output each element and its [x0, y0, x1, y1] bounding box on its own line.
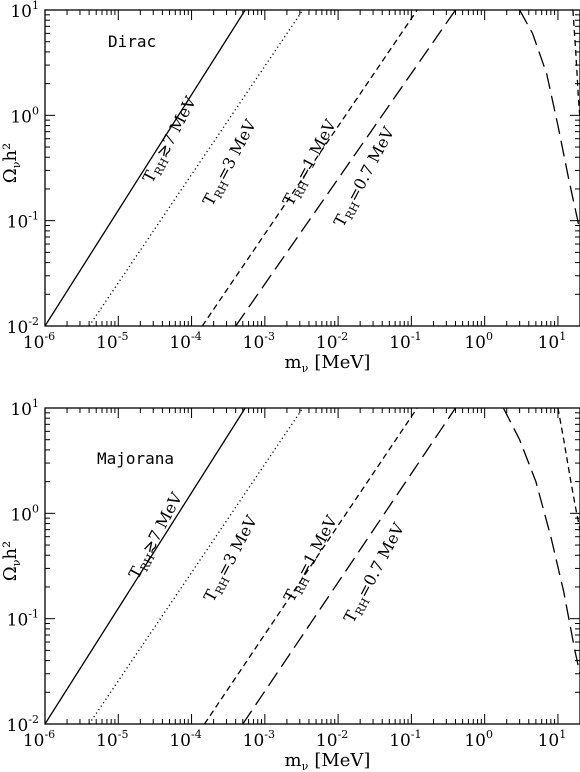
panel-label: Dirac [108, 32, 156, 51]
x-axis-title: mν [MeV] [285, 750, 371, 772]
branch-series-line-dashed [572, 10, 580, 121]
y-tick-label: 101 [10, 397, 39, 420]
y-axis-title: Ωνh² [0, 541, 23, 581]
branch-series-line-dashed [557, 408, 580, 530]
y-axis-title: Ωνh² [0, 143, 23, 183]
panel-label: Majorana [97, 449, 174, 468]
series-line-dotted [88, 408, 304, 724]
series-line-solid [45, 408, 246, 724]
x-tick-label: 101 [538, 728, 567, 751]
x-tick-label: 10-5 [96, 728, 128, 751]
x-tick-label: 10-4 [169, 728, 201, 751]
y-tick-label: 10-1 [7, 608, 39, 631]
series-label: TRH≳7 MeV [125, 489, 189, 583]
x-tick-label: 101 [538, 330, 567, 353]
series-line-dashed [201, 10, 418, 326]
x-axis-title: mν [MeV] [285, 352, 371, 375]
x-tick-label: 10-1 [389, 728, 421, 751]
y-tick-label: 10-2 [7, 713, 39, 736]
series-label: TRH=0.7 MeV [330, 124, 401, 232]
series-label: TRH=0.7 MeV [340, 520, 411, 628]
x-tick-label: 10-3 [243, 330, 275, 353]
series-line-dashed [203, 408, 418, 724]
curves [45, 10, 580, 326]
plot-frame [44, 407, 580, 725]
chart-panel-2: 10-6 10-5 10-4 10-3 10-2 10-1 100 101 10-2 10-1 10… [0, 397, 580, 772]
branch-series-line-longdash [502, 408, 580, 674]
y-tick-label: 100 [10, 502, 39, 525]
series-label: TRH=3 MeV [200, 512, 264, 606]
x-tick-label: 100 [464, 728, 493, 751]
y-tick-label: 10-2 [7, 315, 39, 338]
branch-series-line-longdash [519, 10, 580, 232]
x-tick-label: 10-6 [23, 728, 55, 751]
x-tick-label: 10-1 [389, 330, 421, 353]
x-tick-label: 10-5 [96, 330, 128, 353]
series-label: TRH=1 MeV [279, 116, 343, 210]
series-line-dotted [88, 10, 304, 326]
x-tick-label: 100 [464, 330, 493, 353]
y-tick-label: 101 [10, 0, 39, 22]
x-tick-label: 10-2 [316, 728, 348, 751]
plot-frame [44, 9, 580, 327]
series-line-longdash [235, 10, 457, 326]
x-tick-label: 10-4 [169, 330, 201, 353]
series-line-solid [45, 10, 246, 326]
chart-panel-1: 10-6 10-5 10-4 10-3 10-2 10-1 100 101 10-2 10-1 10… [0, 0, 580, 375]
series-label: TRH=1 MeV [280, 512, 344, 606]
y-tick-label: 100 [10, 104, 39, 127]
x-tick-label: 10-6 [23, 330, 55, 353]
series-line-longdash [242, 408, 457, 724]
x-tick-label: 10-3 [243, 728, 275, 751]
curves [45, 408, 580, 724]
series-label: TRH=3 MeV [199, 116, 263, 210]
y-tick-label: 10-1 [7, 210, 39, 233]
x-tick-label: 10-2 [316, 330, 348, 353]
